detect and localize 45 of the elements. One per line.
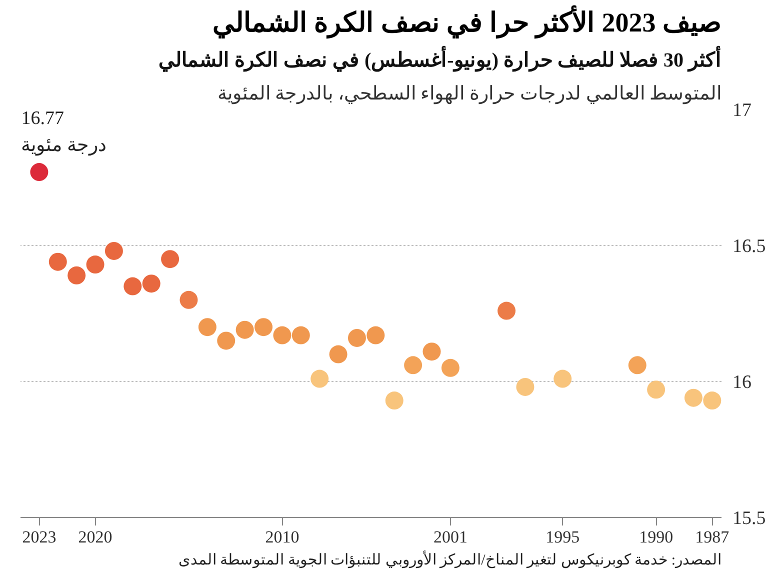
point bbox=[385, 392, 404, 410]
chart-title: صيف 2023 الأكثر حرا في نصف الكرة الشمالي bbox=[212, 6, 722, 40]
y-tick-label: 16 bbox=[732, 372, 752, 393]
point bbox=[516, 378, 534, 396]
point bbox=[441, 358, 460, 377]
point bbox=[198, 318, 216, 336]
text: المصدر: خدمة كوبرنيكوس لتغير المناخ/المركز الأوروبي للتنبؤات الجوية المتوسطة المدى bbox=[178, 550, 722, 568]
point bbox=[348, 329, 366, 347]
point bbox=[30, 163, 48, 182]
point bbox=[180, 290, 198, 309]
point bbox=[124, 277, 142, 296]
x-tick-label: 1987 bbox=[695, 528, 730, 546]
point bbox=[86, 256, 104, 274]
point bbox=[161, 250, 180, 268]
point bbox=[703, 392, 722, 410]
x-tick-label: 1995 bbox=[546, 528, 580, 546]
point bbox=[310, 370, 329, 388]
x-tick-label: 2020 bbox=[78, 528, 112, 546]
y-tick-label: 15.5 bbox=[732, 508, 766, 529]
point bbox=[217, 332, 236, 350]
y-tick-label: 17 bbox=[732, 100, 752, 121]
point bbox=[628, 356, 646, 374]
point bbox=[68, 266, 86, 284]
y-axis-title: المتوسط العالمي لدرجات حرارة الهواء السطحي، بالدرجة المئوية bbox=[217, 84, 722, 104]
x-tick-label: 2010 bbox=[265, 528, 300, 546]
point bbox=[254, 318, 273, 336]
x-tick-label: 2023 bbox=[22, 528, 56, 546]
x-tick-label: 2001 bbox=[433, 528, 468, 546]
point bbox=[422, 342, 441, 361]
point bbox=[647, 380, 666, 399]
point bbox=[329, 345, 348, 364]
point bbox=[404, 356, 422, 374]
point bbox=[684, 388, 702, 407]
point bbox=[142, 274, 160, 293]
point bbox=[498, 302, 516, 320]
point bbox=[48, 252, 67, 271]
point bbox=[554, 370, 572, 388]
y-tick-label: 16.5 bbox=[732, 236, 766, 257]
x-tick-label: 1990 bbox=[639, 528, 674, 546]
point bbox=[236, 320, 254, 339]
chart-subtitle: أكثر 30 فصلا للصيف حرارة (يونيو-أغسطس) في نصف الكرة الشمالي bbox=[158, 46, 722, 72]
point bbox=[104, 242, 123, 260]
point bbox=[366, 326, 385, 344]
point bbox=[273, 326, 292, 344]
point bbox=[292, 326, 310, 344]
